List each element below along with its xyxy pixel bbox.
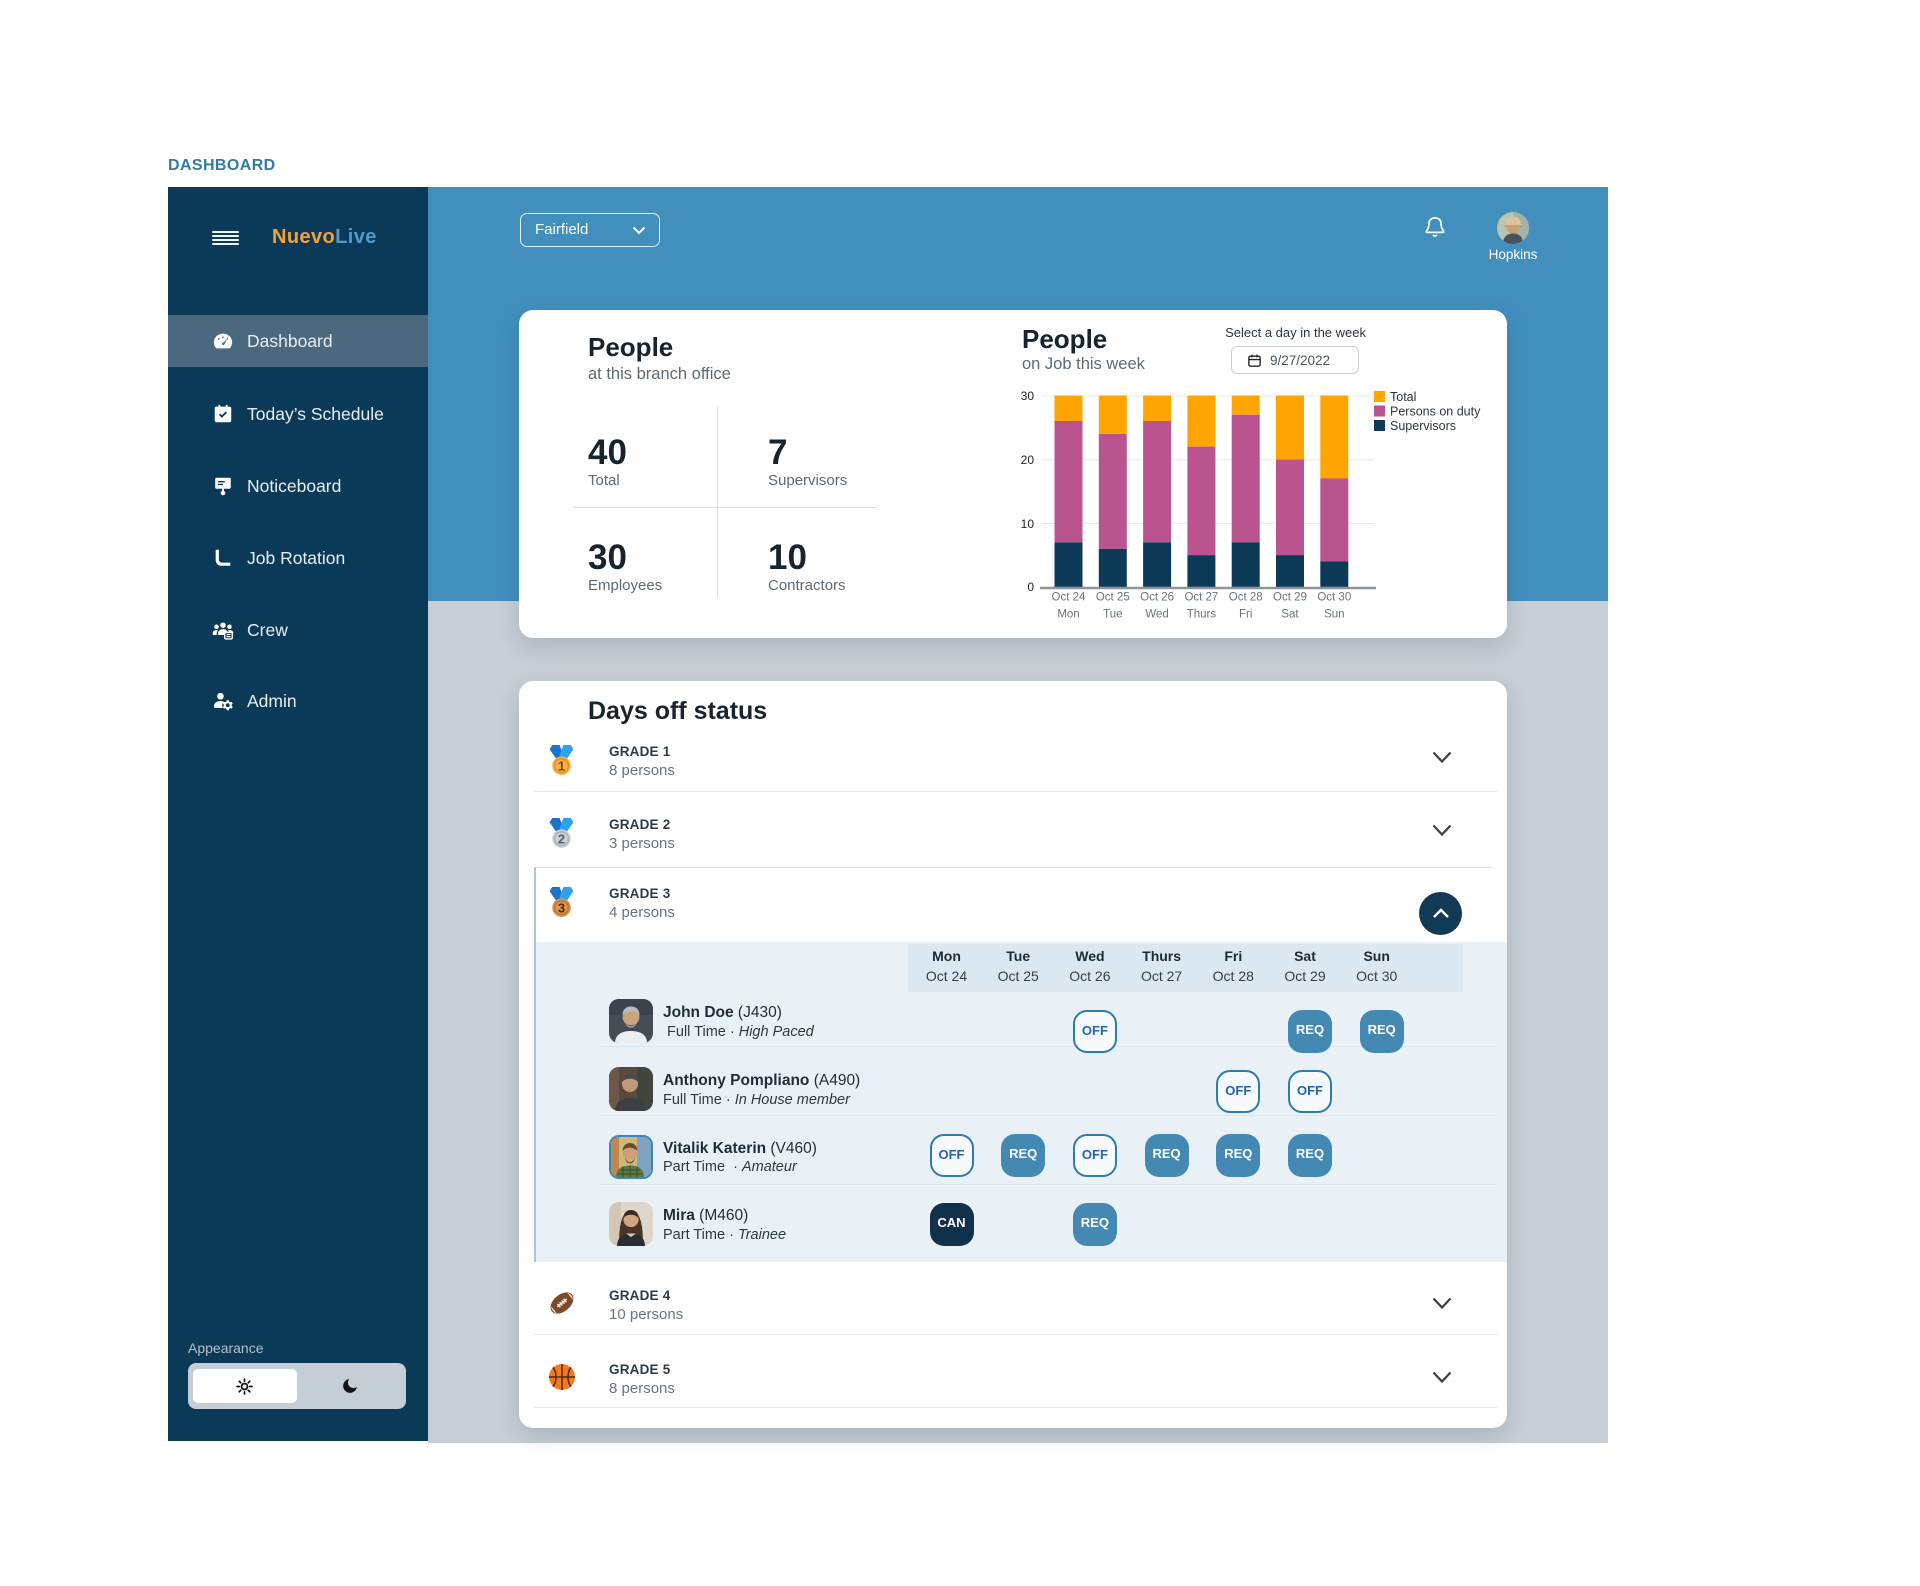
svg-text:Oct 30: Oct 30 — [1317, 592, 1351, 604]
svg-text:Sat: Sat — [1281, 609, 1299, 621]
svg-text:Sun: Sun — [1324, 609, 1344, 621]
svg-text:0: 0 — [1027, 580, 1034, 594]
svg-text:Oct 24: Oct 24 — [1052, 592, 1086, 604]
svg-text:Mon: Mon — [1057, 609, 1079, 621]
svg-text:Wed: Wed — [1145, 609, 1168, 621]
svg-text:20: 20 — [1021, 453, 1035, 467]
svg-text:30: 30 — [1021, 389, 1035, 403]
svg-text:10: 10 — [1021, 517, 1035, 531]
svg-text:Tue: Tue — [1103, 609, 1122, 621]
svg-text:1: 1 — [558, 759, 565, 774]
svg-text:Oct 25: Oct 25 — [1096, 592, 1130, 604]
svg-text:Persons on duty: Persons on duty — [1390, 405, 1481, 419]
svg-text:Oct 28: Oct 28 — [1229, 592, 1263, 604]
svg-text:Supervisors: Supervisors — [1390, 419, 1456, 433]
svg-text:Oct 27: Oct 27 — [1184, 592, 1218, 604]
svg-text:Thurs: Thurs — [1187, 609, 1217, 621]
svg-text:Fri: Fri — [1239, 609, 1252, 621]
svg-text:Total: Total — [1390, 390, 1416, 404]
svg-text:Oct 29: Oct 29 — [1273, 592, 1307, 604]
svg-text:Oct 26: Oct 26 — [1140, 592, 1174, 604]
svg-text:3: 3 — [558, 901, 565, 916]
svg-text:2: 2 — [558, 832, 565, 847]
